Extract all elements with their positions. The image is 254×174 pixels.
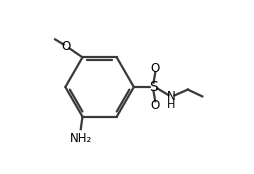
Text: O: O: [151, 99, 160, 112]
Text: O: O: [61, 40, 71, 53]
Text: S: S: [149, 80, 158, 94]
Text: O: O: [151, 62, 160, 75]
Text: N: N: [167, 90, 176, 103]
Text: H: H: [167, 100, 176, 110]
Text: NH₂: NH₂: [70, 132, 92, 145]
